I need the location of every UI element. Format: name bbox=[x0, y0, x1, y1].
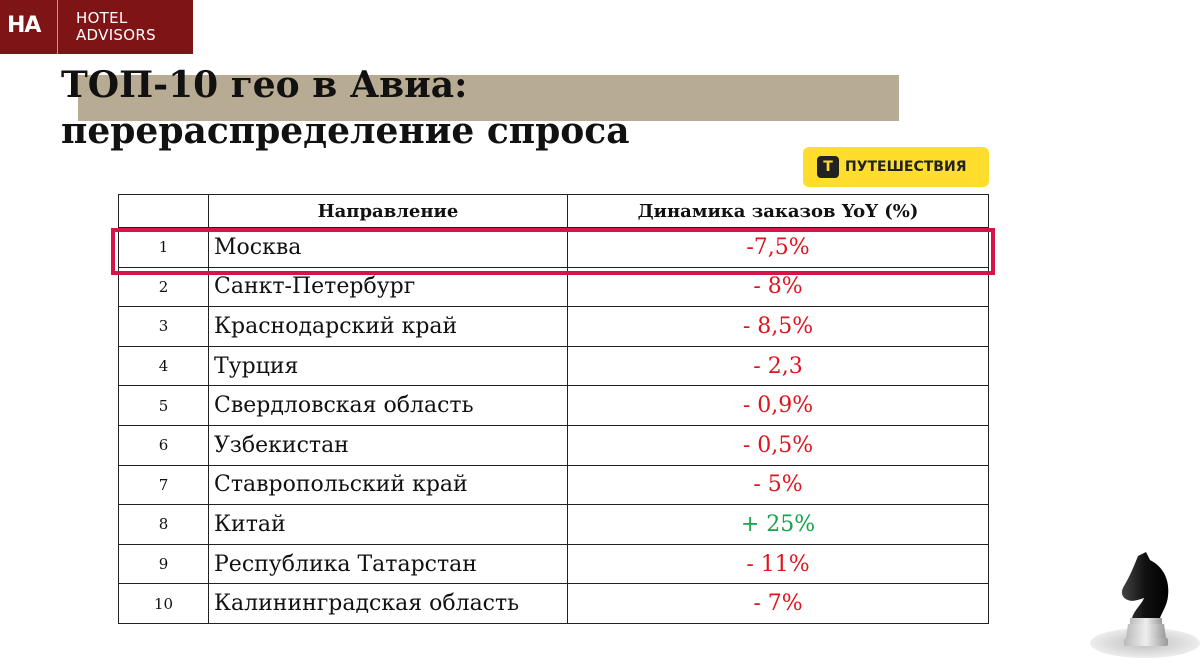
row-number: 3 bbox=[118, 306, 209, 347]
row-number: 6 bbox=[118, 424, 209, 466]
row-direction: Турция bbox=[208, 345, 568, 387]
table-row: 6 Узбекистан - 0,5% bbox=[118, 424, 989, 466]
row-direction: Узбекистан bbox=[208, 424, 568, 466]
table-body: 1 Москва -7,5% 2 Санкт-Петербург - 8% 3 Краснод… bbox=[118, 227, 989, 624]
slide-title: ТОП-10 гео в Авиа: перераспределение спр… bbox=[61, 62, 630, 154]
logo-mark: HA bbox=[7, 13, 41, 38]
top-destinations-table: Направление Динамика заказов YoY (%) 1 Мо… bbox=[118, 194, 989, 624]
header-dynamics: Динамика заказов YoY (%) bbox=[567, 194, 989, 228]
table-header-row: Направление Динамика заказов YoY (%) bbox=[118, 194, 989, 228]
travel-badge-label: ПУТЕШЕСТВИЯ bbox=[845, 159, 967, 175]
row-direction: Китай bbox=[208, 504, 568, 545]
row-direction: Калининградская область bbox=[208, 583, 568, 624]
title-accent-bar bbox=[78, 75, 899, 121]
row-direction: Ставропольский край bbox=[208, 464, 568, 506]
logo-line-2: ADVISORS bbox=[76, 26, 156, 44]
row-number: 4 bbox=[118, 345, 209, 387]
t-logo-icon: Т bbox=[817, 156, 839, 178]
table-row: 1 Москва -7,5% bbox=[118, 227, 989, 268]
row-dynamics: - 2,3 bbox=[567, 345, 989, 387]
table-row: 4 Турция - 2,3 bbox=[118, 345, 989, 387]
header-num bbox=[118, 194, 209, 228]
logo-text: HOTEL ADVISORS bbox=[76, 10, 156, 44]
table-row: 3 Краснодарский край - 8,5% bbox=[118, 306, 989, 347]
row-dynamics: - 0,9% bbox=[567, 385, 989, 426]
header-direction: Направление bbox=[208, 194, 568, 228]
chess-knight-icon bbox=[1121, 552, 1169, 646]
travel-badge: Т ПУТЕШЕСТВИЯ bbox=[803, 147, 989, 187]
row-number: 8 bbox=[118, 504, 209, 545]
row-number: 7 bbox=[118, 464, 209, 506]
row-direction: Краснодарский край bbox=[208, 306, 568, 347]
table-row: 8 Китай + 25% bbox=[118, 504, 989, 545]
row-dynamics: + 25% bbox=[567, 504, 989, 545]
row-dynamics: - 0,5% bbox=[567, 424, 989, 466]
row-direction: Республика Татарстан bbox=[208, 543, 568, 585]
row-direction: Москва bbox=[208, 227, 568, 268]
row-dynamics: - 5% bbox=[567, 464, 989, 506]
row-direction: Свердловская область bbox=[208, 385, 568, 426]
logo-divider bbox=[57, 0, 58, 54]
table-row: 10 Калининградская область - 7% bbox=[118, 583, 989, 624]
table-row: 7 Ставропольский край - 5% bbox=[118, 464, 989, 506]
row-dynamics: - 11% bbox=[567, 543, 989, 585]
slide-title-line-1: ТОП-10 гео в Авиа: bbox=[61, 64, 468, 106]
row-number: 10 bbox=[118, 583, 209, 624]
row-dynamics: - 7% bbox=[567, 583, 989, 624]
table-row: 5 Свердловская область - 0,9% bbox=[118, 385, 989, 426]
row-number: 9 bbox=[118, 543, 209, 585]
logo-line-1: HOTEL bbox=[76, 9, 128, 27]
slide-title-line-2: перераспределение спроса bbox=[61, 110, 630, 152]
table-row: 9 Республика Татарстан - 11% bbox=[118, 543, 989, 585]
row-dynamics: - 8,5% bbox=[567, 306, 989, 347]
hotel-advisors-logo: HA HOTEL ADVISORS bbox=[0, 0, 193, 54]
row-number: 5 bbox=[118, 385, 209, 426]
highlight-frame-moscow bbox=[111, 228, 995, 275]
